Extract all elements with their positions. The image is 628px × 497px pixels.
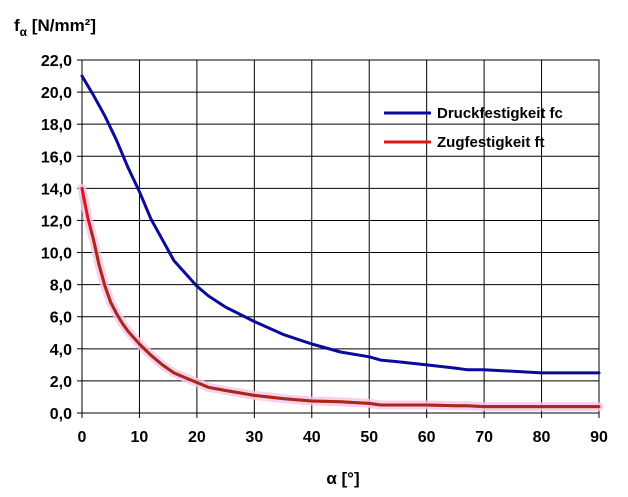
y-axis-ticks: 0,0 2,0 4,0 6,0 8,0 10,0 12,0 14,0 16,0 18,0 20,0 2… xyxy=(41,53,82,423)
x-tick-label: 40 xyxy=(303,429,321,446)
legend-label-druckfestigkeit: Druckfestigkeit fc xyxy=(437,105,563,122)
legend: Druckfestigkeit fc Zugfestigkeit ft xyxy=(384,105,563,151)
y-tick-label: 20,0 xyxy=(41,85,72,102)
y-axis-title: fα [N/mm²] xyxy=(14,16,96,39)
series-lines xyxy=(77,74,604,412)
x-axis-title: α [°] xyxy=(326,469,359,488)
x-axis-ticks: 0 10 20 30 40 50 60 70 80 90 xyxy=(78,413,608,446)
y-tick-label: 16,0 xyxy=(41,149,72,166)
y-tick-label: 8,0 xyxy=(50,278,72,295)
zugfestigkeit-line-shade xyxy=(80,188,599,409)
x-tick-label: 70 xyxy=(475,429,493,446)
druckfestigkeit-line xyxy=(80,74,601,375)
x-tick-label: 30 xyxy=(245,429,263,446)
y-tick-label: 12,0 xyxy=(41,213,72,230)
y-tick-label: 0,0 xyxy=(50,406,72,423)
y-tick-label: 18,0 xyxy=(41,117,72,134)
legend-label-zugfestigkeit: Zugfestigkeit ft xyxy=(437,134,545,151)
y-tick-label: 6,0 xyxy=(50,310,72,327)
x-tick-label: 20 xyxy=(188,429,206,446)
y-tick-label: 14,0 xyxy=(41,181,72,198)
y-tick-label: 10,0 xyxy=(41,246,72,263)
x-tick-label: 10 xyxy=(131,429,149,446)
y-tick-label: 4,0 xyxy=(50,342,72,359)
y-tick-label: 22,0 xyxy=(41,53,72,70)
x-tick-label: 0 xyxy=(78,429,87,446)
y-tick-label: 2,0 xyxy=(50,374,72,391)
x-tick-label: 90 xyxy=(590,429,608,446)
x-tick-label: 50 xyxy=(360,429,378,446)
plot-border xyxy=(81,59,600,414)
x-tick-label: 60 xyxy=(418,429,436,446)
x-tick-label: 80 xyxy=(533,429,551,446)
plot-area xyxy=(82,60,599,413)
